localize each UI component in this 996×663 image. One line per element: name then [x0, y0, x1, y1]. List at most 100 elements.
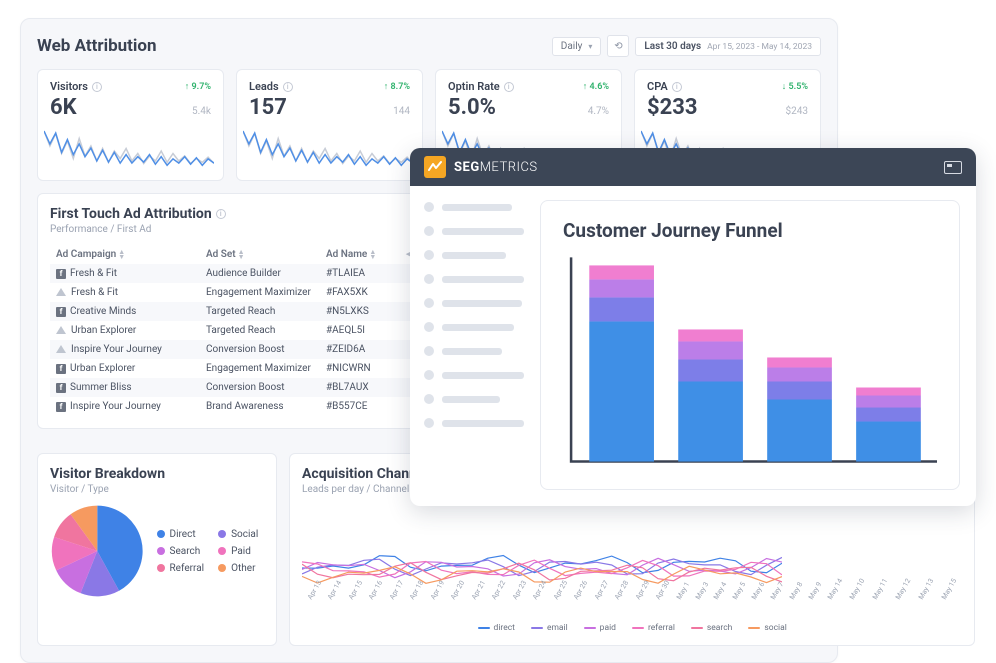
- x-tick-label: May 15: [940, 577, 969, 607]
- x-tick-label: May 13: [917, 577, 946, 607]
- acquisition-x-labels: Apr 13Apr 14Apr 15Apr 16Apr 17Apr 18Apr …: [302, 597, 962, 619]
- cell-adset: Engagement Maximizer: [206, 287, 326, 298]
- brand-text: SEGMETRICS: [454, 160, 538, 175]
- breakdown-section: Visitor Breakdown Visitor / Type DirectS…: [37, 453, 277, 646]
- cell-adset: Brand Awareness: [206, 401, 326, 412]
- info-icon[interactable]: i: [216, 209, 226, 219]
- kpi-sparkline: [243, 128, 413, 178]
- legend-item[interactable]: Direct: [157, 529, 205, 540]
- kpi-prev: 4.7%: [588, 106, 609, 117]
- triangle-icon: [56, 288, 66, 296]
- date-controls: Daily ⟲ Last 30 days Apr 15, 2023 - May …: [552, 35, 821, 57]
- legend-item[interactable]: direct: [478, 623, 515, 633]
- funnel-title: Customer Journey Funnel: [563, 219, 937, 242]
- date-range-label: Last 30 days: [644, 41, 701, 52]
- legend-item[interactable]: Other: [218, 563, 264, 574]
- cell-adset: Engagement Maximizer: [206, 363, 326, 374]
- column-header[interactable]: Ad Name ▲▼: [326, 249, 406, 260]
- refresh-button[interactable]: ⟲: [607, 35, 629, 57]
- cell-adname: #ZEID6A: [326, 344, 406, 355]
- funnel-bar-segment[interactable]: [767, 381, 832, 399]
- skeleton-row: [424, 346, 524, 356]
- facebook-icon: f: [56, 269, 66, 279]
- skeleton-row: [424, 322, 524, 332]
- kpi-label: CPAi: [647, 80, 682, 93]
- funnel-bar-segment[interactable]: [589, 265, 654, 279]
- kpi-label: Leadsi: [249, 80, 293, 93]
- cell-campaign: fCreative Minds: [56, 306, 206, 317]
- cell-campaign: Fresh & Fit: [56, 287, 206, 298]
- overlay-sidebar-skeleton: [410, 186, 538, 506]
- skeleton-row: [424, 274, 524, 284]
- column-header[interactable]: Ad Set ▲▼: [206, 249, 326, 260]
- overlay-body: Customer Journey Funnel: [410, 186, 976, 506]
- overlay-titlebar: SEGMETRICS: [410, 148, 976, 186]
- legend-item[interactable]: paid: [584, 623, 616, 633]
- funnel-bar-segment[interactable]: [856, 422, 921, 462]
- skeleton-row: [424, 394, 524, 404]
- cell-campaign: Inspire Your Journey: [56, 344, 206, 355]
- info-icon[interactable]: i: [504, 82, 514, 92]
- column-header[interactable]: Ad Campaign ▲▼: [56, 249, 206, 260]
- funnel-bar-segment[interactable]: [767, 357, 832, 367]
- cell-adset: Targeted Reach: [206, 306, 326, 317]
- facebook-icon: f: [56, 364, 66, 374]
- legend-item[interactable]: social: [748, 623, 786, 633]
- kpi-prev: $243: [786, 106, 808, 117]
- cell-campaign: Urban Explorer: [56, 325, 206, 336]
- funnel-bar-segment[interactable]: [767, 367, 832, 381]
- kpi-delta: ↑ 4.6%: [583, 81, 609, 92]
- breakdown-pie-chart: [50, 503, 145, 599]
- cell-adname: #N5LXKS: [326, 306, 406, 317]
- kpi-card[interactable]: Visitorsi ↑ 9.7% 6K 5.4k: [37, 69, 224, 181]
- funnel-bar-segment[interactable]: [678, 329, 743, 341]
- cell-adset: Conversion Boost: [206, 344, 326, 355]
- funnel-bar-segment[interactable]: [856, 387, 921, 395]
- date-range-dates: Apr 15, 2023 - May 14, 2023: [707, 42, 812, 52]
- kpi-label: Visitorsi: [50, 80, 102, 93]
- dashboard-header: Web Attribution Daily ⟲ Last 30 days Apr…: [37, 35, 821, 57]
- legend-item[interactable]: Social: [218, 529, 264, 540]
- cell-campaign: fUrban Explorer: [56, 363, 206, 374]
- facebook-icon: f: [56, 383, 66, 393]
- kpi-sparkline: [44, 128, 214, 178]
- skeleton-row: [424, 418, 524, 428]
- funnel-bar-segment[interactable]: [589, 297, 654, 321]
- legend-item[interactable]: Paid: [218, 546, 264, 557]
- cell-campaign: fInspire Your Journey: [56, 401, 206, 412]
- info-icon[interactable]: i: [92, 82, 102, 92]
- funnel-bar-segment[interactable]: [856, 408, 921, 422]
- funnel-bar-segment[interactable]: [767, 400, 832, 462]
- funnel-bar-segment[interactable]: [678, 381, 743, 461]
- skeleton-row: [424, 250, 524, 260]
- info-icon[interactable]: i: [672, 82, 682, 92]
- kpi-delta: ↑ 8.7%: [384, 81, 410, 92]
- cell-adname: #FAX5XK: [326, 287, 406, 298]
- kpi-prev: 5.4k: [192, 106, 211, 117]
- info-icon[interactable]: i: [283, 82, 293, 92]
- frequency-value: Daily: [561, 41, 583, 52]
- cell-adname: #TLAIEA: [326, 268, 406, 279]
- frequency-select[interactable]: Daily: [552, 37, 602, 56]
- triangle-icon: [56, 345, 66, 353]
- legend-item[interactable]: referral: [632, 623, 675, 633]
- legend-item[interactable]: Referral: [157, 563, 205, 574]
- legend-item[interactable]: search: [691, 623, 732, 633]
- funnel-bar-segment[interactable]: [856, 396, 921, 408]
- funnel-bar-segment[interactable]: [678, 341, 743, 359]
- cell-campaign: fFresh & Fit: [56, 268, 206, 279]
- funnel-bar-segment[interactable]: [589, 279, 654, 297]
- legend-item[interactable]: Search: [157, 546, 205, 557]
- funnel-chart: [563, 252, 937, 475]
- cell-adset: Targeted Reach: [206, 325, 326, 336]
- facebook-icon: f: [56, 307, 66, 317]
- funnel-bar-segment[interactable]: [678, 359, 743, 381]
- kpi-card[interactable]: Leadsi ↑ 8.7% 157 144: [236, 69, 423, 181]
- card-icon[interactable]: [944, 161, 962, 174]
- breakdown-subtitle: Visitor / Type: [50, 484, 264, 495]
- page-title: Web Attribution: [37, 36, 157, 56]
- funnel-bar-segment[interactable]: [589, 321, 654, 461]
- legend-item[interactable]: email: [531, 623, 568, 633]
- cell-adname: #BL7AUX: [326, 382, 406, 393]
- date-range-picker[interactable]: Last 30 days Apr 15, 2023 - May 14, 2023: [635, 37, 821, 56]
